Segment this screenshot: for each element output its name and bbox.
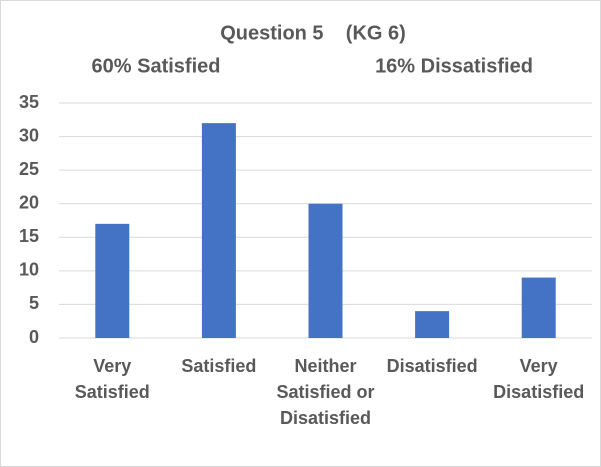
bar xyxy=(201,123,236,339)
bar xyxy=(308,203,343,338)
subtitle: 16% Dissatisfied xyxy=(375,55,533,77)
y-tick-label: 0 xyxy=(29,327,39,347)
bar xyxy=(415,311,450,338)
y-tick-label: 5 xyxy=(29,293,39,313)
bar xyxy=(521,277,556,338)
x-tick-label: Disatisfied xyxy=(386,356,478,376)
y-tick-label: 35 xyxy=(19,92,39,112)
y-tick-label: 15 xyxy=(19,226,39,246)
y-tick-label: 30 xyxy=(19,125,39,145)
x-tick-label: Satisfied xyxy=(181,356,257,376)
chart-title: Question 5 (KG 6) xyxy=(220,22,406,44)
subtitle: 60% Satisfied xyxy=(92,55,221,77)
x-tick-label: Very Disatisfied xyxy=(493,356,585,402)
x-tick-label: Very Satisfied xyxy=(74,356,150,402)
y-tick-label: 25 xyxy=(19,159,39,179)
y-tick-label: 10 xyxy=(19,260,39,280)
x-tick-label: Neither Satisfied or Disatisfied xyxy=(276,356,375,428)
bar xyxy=(95,223,130,338)
y-tick-label: 20 xyxy=(19,192,39,212)
